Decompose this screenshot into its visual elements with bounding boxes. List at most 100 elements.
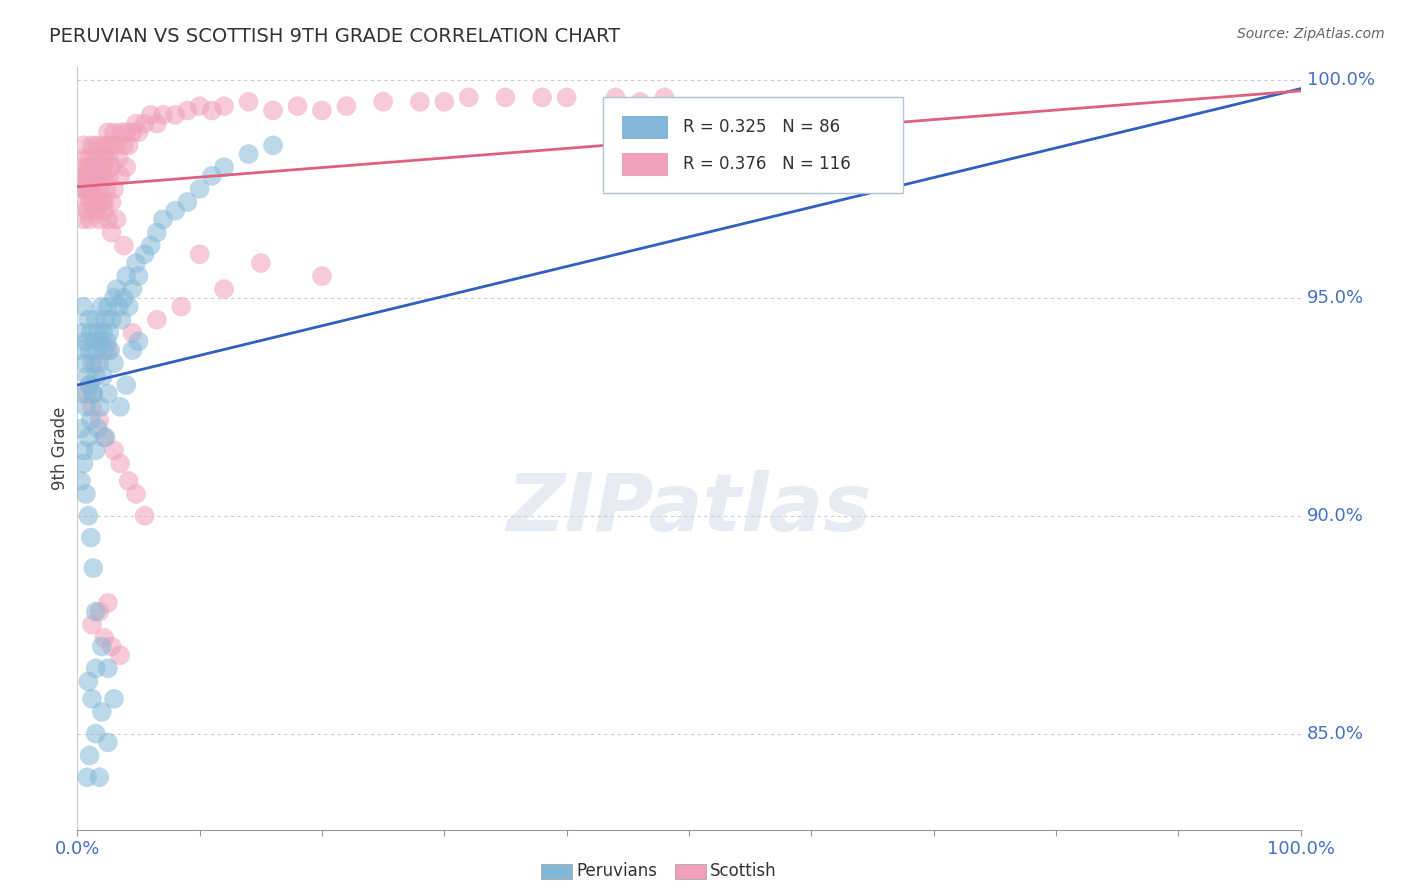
Point xyxy=(94,152,117,166)
Point xyxy=(80,413,103,427)
Point xyxy=(86,343,108,358)
Point xyxy=(555,90,578,104)
Point xyxy=(76,770,98,784)
Point xyxy=(76,169,98,183)
Point xyxy=(212,99,235,113)
Point xyxy=(84,356,107,370)
Point xyxy=(82,160,104,174)
Point xyxy=(100,640,122,654)
Point xyxy=(93,343,115,358)
Point xyxy=(87,422,110,436)
Point xyxy=(80,400,103,414)
Point xyxy=(311,103,333,118)
Point xyxy=(409,95,432,109)
Point xyxy=(188,247,211,261)
Point xyxy=(212,282,235,296)
Point xyxy=(105,212,128,227)
Point xyxy=(371,95,394,109)
Point xyxy=(628,95,651,109)
Point xyxy=(72,300,94,314)
Point xyxy=(93,203,115,218)
Point xyxy=(98,343,121,358)
Point xyxy=(90,169,112,183)
Bar xyxy=(621,117,668,139)
Point xyxy=(89,182,111,196)
Point xyxy=(75,487,97,501)
Point xyxy=(84,312,107,326)
Point xyxy=(125,256,148,270)
Point xyxy=(121,282,143,296)
Point xyxy=(97,596,120,610)
Point xyxy=(311,269,333,284)
Point xyxy=(103,691,125,706)
Point xyxy=(77,160,100,174)
Point xyxy=(98,326,121,340)
Point xyxy=(103,125,125,139)
Point xyxy=(90,400,112,414)
Text: PERUVIAN VS SCOTTISH 9TH GRADE CORRELATION CHART: PERUVIAN VS SCOTTISH 9TH GRADE CORRELATI… xyxy=(49,27,620,45)
Point xyxy=(79,182,101,196)
Point xyxy=(212,160,235,174)
Point xyxy=(125,117,148,131)
Point xyxy=(75,400,97,414)
FancyBboxPatch shape xyxy=(603,97,903,193)
Point xyxy=(89,605,111,619)
Point xyxy=(134,508,156,523)
Point xyxy=(72,138,94,153)
Point xyxy=(121,125,143,139)
Point xyxy=(70,169,93,183)
Point xyxy=(103,356,125,370)
Point xyxy=(77,430,100,444)
Point xyxy=(98,152,121,166)
Text: ZIPatlas: ZIPatlas xyxy=(506,470,872,549)
Point xyxy=(80,194,103,209)
Point xyxy=(91,160,114,174)
Point xyxy=(97,300,120,314)
Point xyxy=(72,386,94,401)
Point xyxy=(170,300,193,314)
Point xyxy=(93,194,115,209)
Point xyxy=(84,152,107,166)
Point xyxy=(100,194,122,209)
Point xyxy=(115,378,138,392)
Point xyxy=(77,508,100,523)
Point xyxy=(188,182,211,196)
Point xyxy=(84,661,107,675)
Point xyxy=(127,269,149,284)
Point xyxy=(87,160,110,174)
Point xyxy=(72,457,94,471)
Point xyxy=(98,138,121,153)
Point xyxy=(80,138,103,153)
Point xyxy=(86,138,108,153)
Point xyxy=(90,334,112,349)
Point xyxy=(70,343,93,358)
Point xyxy=(83,182,105,196)
Point xyxy=(238,95,260,109)
Point xyxy=(103,182,125,196)
Point xyxy=(77,674,100,689)
Point xyxy=(188,99,211,113)
Point xyxy=(100,226,122,240)
Point xyxy=(103,291,125,305)
Point xyxy=(83,334,105,349)
Point xyxy=(90,640,112,654)
Point xyxy=(97,661,120,675)
Point xyxy=(90,194,112,209)
Point xyxy=(165,108,187,122)
Point xyxy=(176,103,198,118)
Point xyxy=(93,631,115,645)
Point xyxy=(70,326,93,340)
Point xyxy=(146,226,169,240)
Point xyxy=(96,182,118,196)
Text: Scottish: Scottish xyxy=(710,863,776,880)
Point xyxy=(287,99,309,113)
Point xyxy=(103,443,125,458)
Point xyxy=(90,152,112,166)
Point xyxy=(201,103,224,118)
Point xyxy=(127,334,149,349)
Point xyxy=(457,90,479,104)
Text: 85.0%: 85.0% xyxy=(1306,724,1364,743)
Point xyxy=(80,617,103,632)
Point xyxy=(531,90,554,104)
Point xyxy=(90,300,112,314)
